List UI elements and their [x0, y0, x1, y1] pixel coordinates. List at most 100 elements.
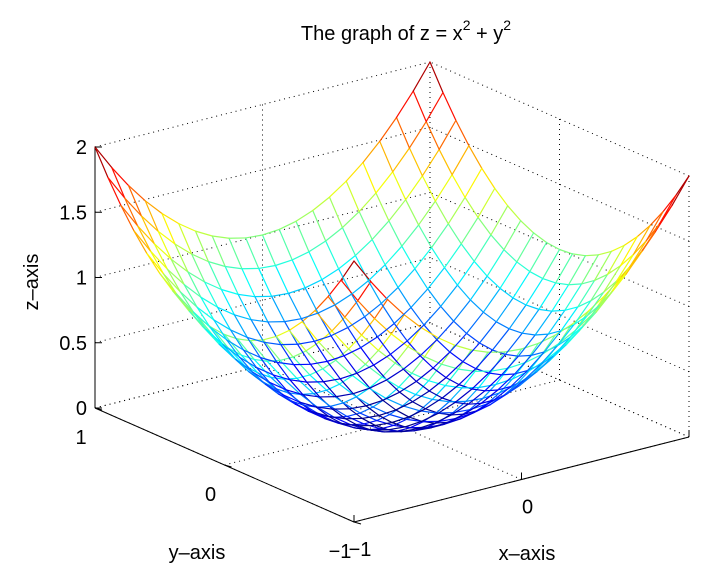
mesh-segment-x	[315, 406, 334, 410]
mesh-segment-x	[534, 310, 553, 336]
z-tick-label: 1	[76, 268, 87, 290]
mesh-segment-y	[455, 119, 470, 147]
mesh-segment-x	[94, 146, 113, 169]
mesh-segment-x	[354, 238, 373, 257]
mesh-segment-y	[220, 288, 235, 316]
mesh-segment-y	[224, 265, 239, 295]
mesh-segment-x	[335, 359, 354, 377]
mesh-segment-y	[346, 412, 361, 418]
mesh-segment-x	[346, 415, 365, 425]
mesh-segment-y	[469, 299, 484, 313]
mesh-segment-x	[554, 323, 573, 336]
mesh-segment-y	[314, 295, 329, 312]
z-tick-label: 0	[76, 398, 87, 420]
mesh-segment-x	[408, 120, 427, 149]
mesh-segment-y	[325, 383, 341, 391]
mesh-segment-x	[449, 332, 468, 353]
mesh-segment-y	[425, 120, 440, 151]
mesh-segment-x	[223, 333, 242, 356]
mesh-segment-y	[486, 275, 501, 289]
mesh-segment-y	[321, 279, 336, 306]
mesh-segment-y	[276, 361, 291, 381]
mesh-segment-y	[435, 401, 450, 414]
mesh-segment-y	[329, 402, 344, 407]
mesh-segment-x	[411, 372, 430, 382]
mesh-segment-y	[584, 254, 599, 257]
mesh-segment-y	[174, 243, 189, 273]
mesh-segment-y	[153, 243, 168, 270]
mesh-segment-x	[395, 90, 414, 119]
mesh-segment-y	[308, 251, 323, 281]
mesh-segment-x	[224, 265, 243, 270]
mesh-segment-x	[285, 389, 304, 396]
mesh-segment-y	[356, 372, 371, 389]
mesh-segment-y	[94, 146, 109, 179]
mesh-segment-x	[480, 389, 499, 404]
mesh-segment-x	[250, 319, 269, 323]
mesh-segment-x	[412, 61, 431, 92]
mesh-segment-x	[364, 363, 383, 378]
mesh-segment-y	[242, 349, 258, 369]
mesh-segment-y	[313, 340, 328, 362]
mesh-segment-x	[437, 401, 456, 414]
mesh-segment-y	[373, 364, 388, 381]
mesh-segment-y	[636, 224, 651, 238]
mesh-segment-x	[245, 234, 264, 239]
mesh-segment-x	[270, 376, 289, 394]
mesh-segment-y	[423, 324, 438, 341]
mesh-segment-y	[157, 230, 172, 260]
mesh-segment-x	[348, 348, 366, 365]
mesh-segment-y	[361, 417, 376, 427]
mesh-segment-y	[275, 329, 290, 338]
mesh-segment-y	[571, 253, 587, 257]
mesh-segment-y	[431, 384, 446, 401]
mesh-segment-x	[599, 280, 618, 306]
mesh-segment-y	[362, 161, 377, 194]
mesh-segment-y	[161, 212, 176, 245]
mesh-segment-y	[178, 223, 193, 255]
mesh-segment-x	[330, 327, 349, 337]
mesh-segment-x	[391, 416, 410, 424]
mesh-segment-y	[444, 368, 459, 387]
mesh-segment-x	[385, 397, 404, 407]
mesh-segment-x	[292, 356, 311, 376]
mesh-segment-y	[495, 367, 510, 386]
mesh-segment-y	[312, 209, 327, 242]
mesh-segment-x	[162, 273, 181, 293]
y-tick-label: −1	[329, 541, 352, 563]
mesh-segment-y	[490, 234, 505, 251]
mesh-segment-x	[577, 279, 596, 308]
mesh-segment-x	[538, 282, 557, 310]
mesh-segment-y	[325, 240, 340, 270]
mesh-segment-y	[217, 306, 232, 331]
mesh-segment-y	[392, 171, 407, 201]
mesh-segment-y	[237, 293, 252, 321]
mesh-segment-x	[418, 410, 437, 414]
mesh-segment-x	[343, 347, 362, 357]
mesh-segment-y	[427, 288, 442, 307]
mesh-segment-x	[205, 328, 224, 346]
mesh-segment-x	[475, 349, 494, 370]
mesh-segment-y	[196, 306, 211, 328]
mesh-segment-y	[410, 306, 425, 326]
mesh-segment-x	[440, 284, 459, 307]
mesh-segment-x	[489, 393, 508, 406]
mesh-segment-x	[457, 368, 476, 372]
mesh-segment-y	[379, 140, 394, 173]
mesh-segment-x	[418, 200, 436, 226]
mesh-segment-y	[187, 271, 202, 298]
mesh-segment-x	[558, 329, 577, 345]
mesh-segment-x	[434, 174, 453, 202]
mesh-segment-y	[348, 408, 363, 420]
mesh-segment-y	[454, 401, 469, 405]
mesh-segment-y	[597, 250, 612, 256]
mesh-segment-y	[360, 347, 375, 366]
mesh-segment-x	[249, 340, 268, 362]
mesh-segment-x	[462, 342, 481, 363]
mesh-segment-y	[373, 298, 389, 320]
mesh-segment-x	[263, 341, 282, 346]
mesh-segment-y	[289, 379, 304, 396]
mesh-segment-y	[339, 378, 354, 395]
x-axis-label: x–axis	[499, 543, 556, 565]
